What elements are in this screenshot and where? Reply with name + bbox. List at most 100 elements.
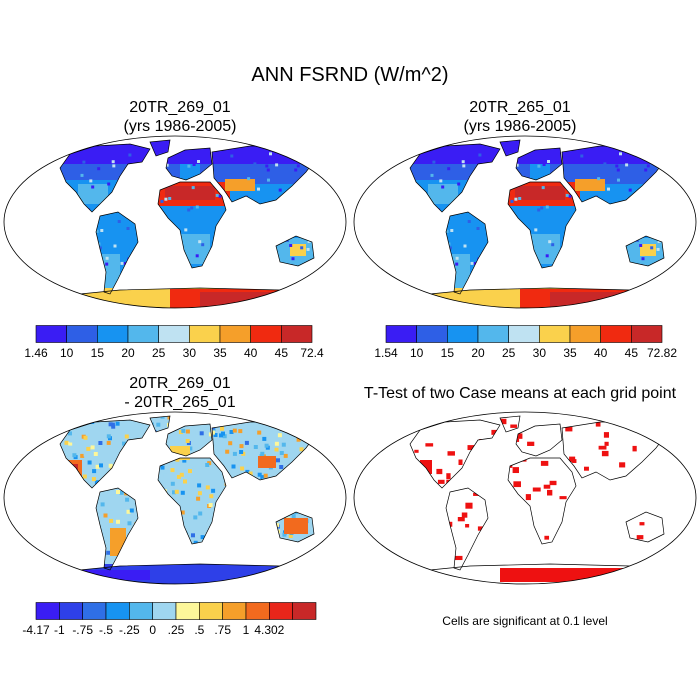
coastline-australia xyxy=(275,511,315,543)
field-cell xyxy=(668,165,670,169)
field-cell xyxy=(28,430,32,434)
field-cell xyxy=(220,426,224,431)
field-cell xyxy=(165,163,169,167)
significant-cell xyxy=(514,433,523,439)
field-cell xyxy=(568,194,572,198)
field-cell xyxy=(381,279,384,282)
field-cell xyxy=(325,434,329,438)
panel-4-title-line1: T-Test of two Case means at each grid po… xyxy=(363,385,677,402)
field-cell xyxy=(242,411,246,415)
field-cell xyxy=(669,153,670,157)
coastline-north-america xyxy=(59,143,151,213)
field-cell xyxy=(345,450,349,454)
field-cell xyxy=(75,140,79,144)
field-cell xyxy=(672,171,675,174)
colorbar-1-tick-label: 25 xyxy=(151,346,166,360)
significant-cell xyxy=(525,494,531,501)
significant-cell xyxy=(604,441,609,446)
map-panel-4 xyxy=(350,410,697,585)
colorbar-1-swatch xyxy=(281,325,313,343)
field-antarctic-west xyxy=(60,570,150,580)
field-cell xyxy=(100,502,105,507)
field-cell xyxy=(124,434,129,439)
field-cell xyxy=(230,154,234,158)
field-cell xyxy=(445,229,449,233)
coastline-africa xyxy=(507,457,577,545)
field-cell xyxy=(116,490,120,494)
field-cell xyxy=(542,163,546,166)
field-cell xyxy=(156,422,161,427)
field-cell xyxy=(164,197,168,201)
field-cell xyxy=(30,146,33,149)
field-cell xyxy=(196,496,201,501)
field-cell xyxy=(83,452,88,457)
colorbar-2-tick-label: 45 xyxy=(624,346,639,360)
field-cell xyxy=(105,256,109,260)
significant-cell xyxy=(414,449,419,453)
coastline-greenland xyxy=(149,415,171,433)
panel-1-title-line2: (yrs 1986-2005) xyxy=(123,118,237,135)
colorbar-1-swatch xyxy=(66,325,98,343)
field-cell xyxy=(9,438,13,442)
coastline-south-america xyxy=(95,487,139,571)
significant-cell xyxy=(436,468,443,475)
field-cell xyxy=(463,244,467,248)
colorbar-1-swatch xyxy=(127,325,159,343)
field-cell xyxy=(644,168,648,172)
field-cell xyxy=(273,451,278,456)
coastline-europe xyxy=(165,147,213,181)
field-cell xyxy=(430,173,434,177)
field-cell xyxy=(221,431,225,436)
colorbar-3-tick-label: -.25 xyxy=(118,623,140,637)
field-cell xyxy=(0,418,4,422)
field-cell xyxy=(534,228,538,232)
field-cell xyxy=(262,436,267,441)
field-cell xyxy=(694,280,697,283)
field-cell xyxy=(238,416,243,417)
colorbar-1-swatch xyxy=(158,325,190,343)
field-cell xyxy=(228,441,233,446)
field-aus-core xyxy=(640,244,656,256)
significant-cell xyxy=(350,553,354,556)
field-cell xyxy=(185,439,190,443)
field-cell xyxy=(239,450,244,454)
field-cell xyxy=(328,545,332,549)
field-cell xyxy=(99,463,103,468)
significant-cell xyxy=(527,441,535,446)
field-na-dry xyxy=(78,184,108,204)
field-cell xyxy=(441,185,445,189)
field-cell xyxy=(22,448,26,452)
significant-cell xyxy=(657,410,663,414)
field-cell xyxy=(232,451,237,456)
field-cell xyxy=(247,177,251,181)
field-cell xyxy=(37,283,40,286)
field-cell xyxy=(267,178,270,182)
field-cell xyxy=(332,461,336,465)
significant-cell xyxy=(532,487,541,492)
field-cell xyxy=(266,168,270,172)
field-cell xyxy=(1,535,5,539)
field-cell xyxy=(19,268,22,271)
coastline-greenland xyxy=(149,139,171,157)
field-cell xyxy=(691,176,694,179)
field-cell xyxy=(276,458,280,463)
field-cell xyxy=(232,428,237,433)
field-cell xyxy=(687,270,690,273)
significant-cell xyxy=(603,432,610,438)
field-cell xyxy=(257,472,262,477)
field-cell xyxy=(106,434,111,439)
significant-cell xyxy=(366,547,373,552)
field-cell xyxy=(198,511,203,516)
field-cell xyxy=(170,468,175,473)
field-cell xyxy=(340,245,343,248)
field-cell xyxy=(8,442,12,446)
field-cell xyxy=(27,547,31,551)
field-cell xyxy=(160,199,164,203)
field-cell xyxy=(306,248,310,251)
colorbar-1-swatch xyxy=(189,325,221,343)
field-cell xyxy=(253,445,258,449)
significance-note: Cells are significant at 0.1 level xyxy=(442,614,608,628)
colorbar-1-swatch xyxy=(97,325,129,343)
significant-cell xyxy=(467,445,475,451)
field-cell xyxy=(106,550,111,555)
